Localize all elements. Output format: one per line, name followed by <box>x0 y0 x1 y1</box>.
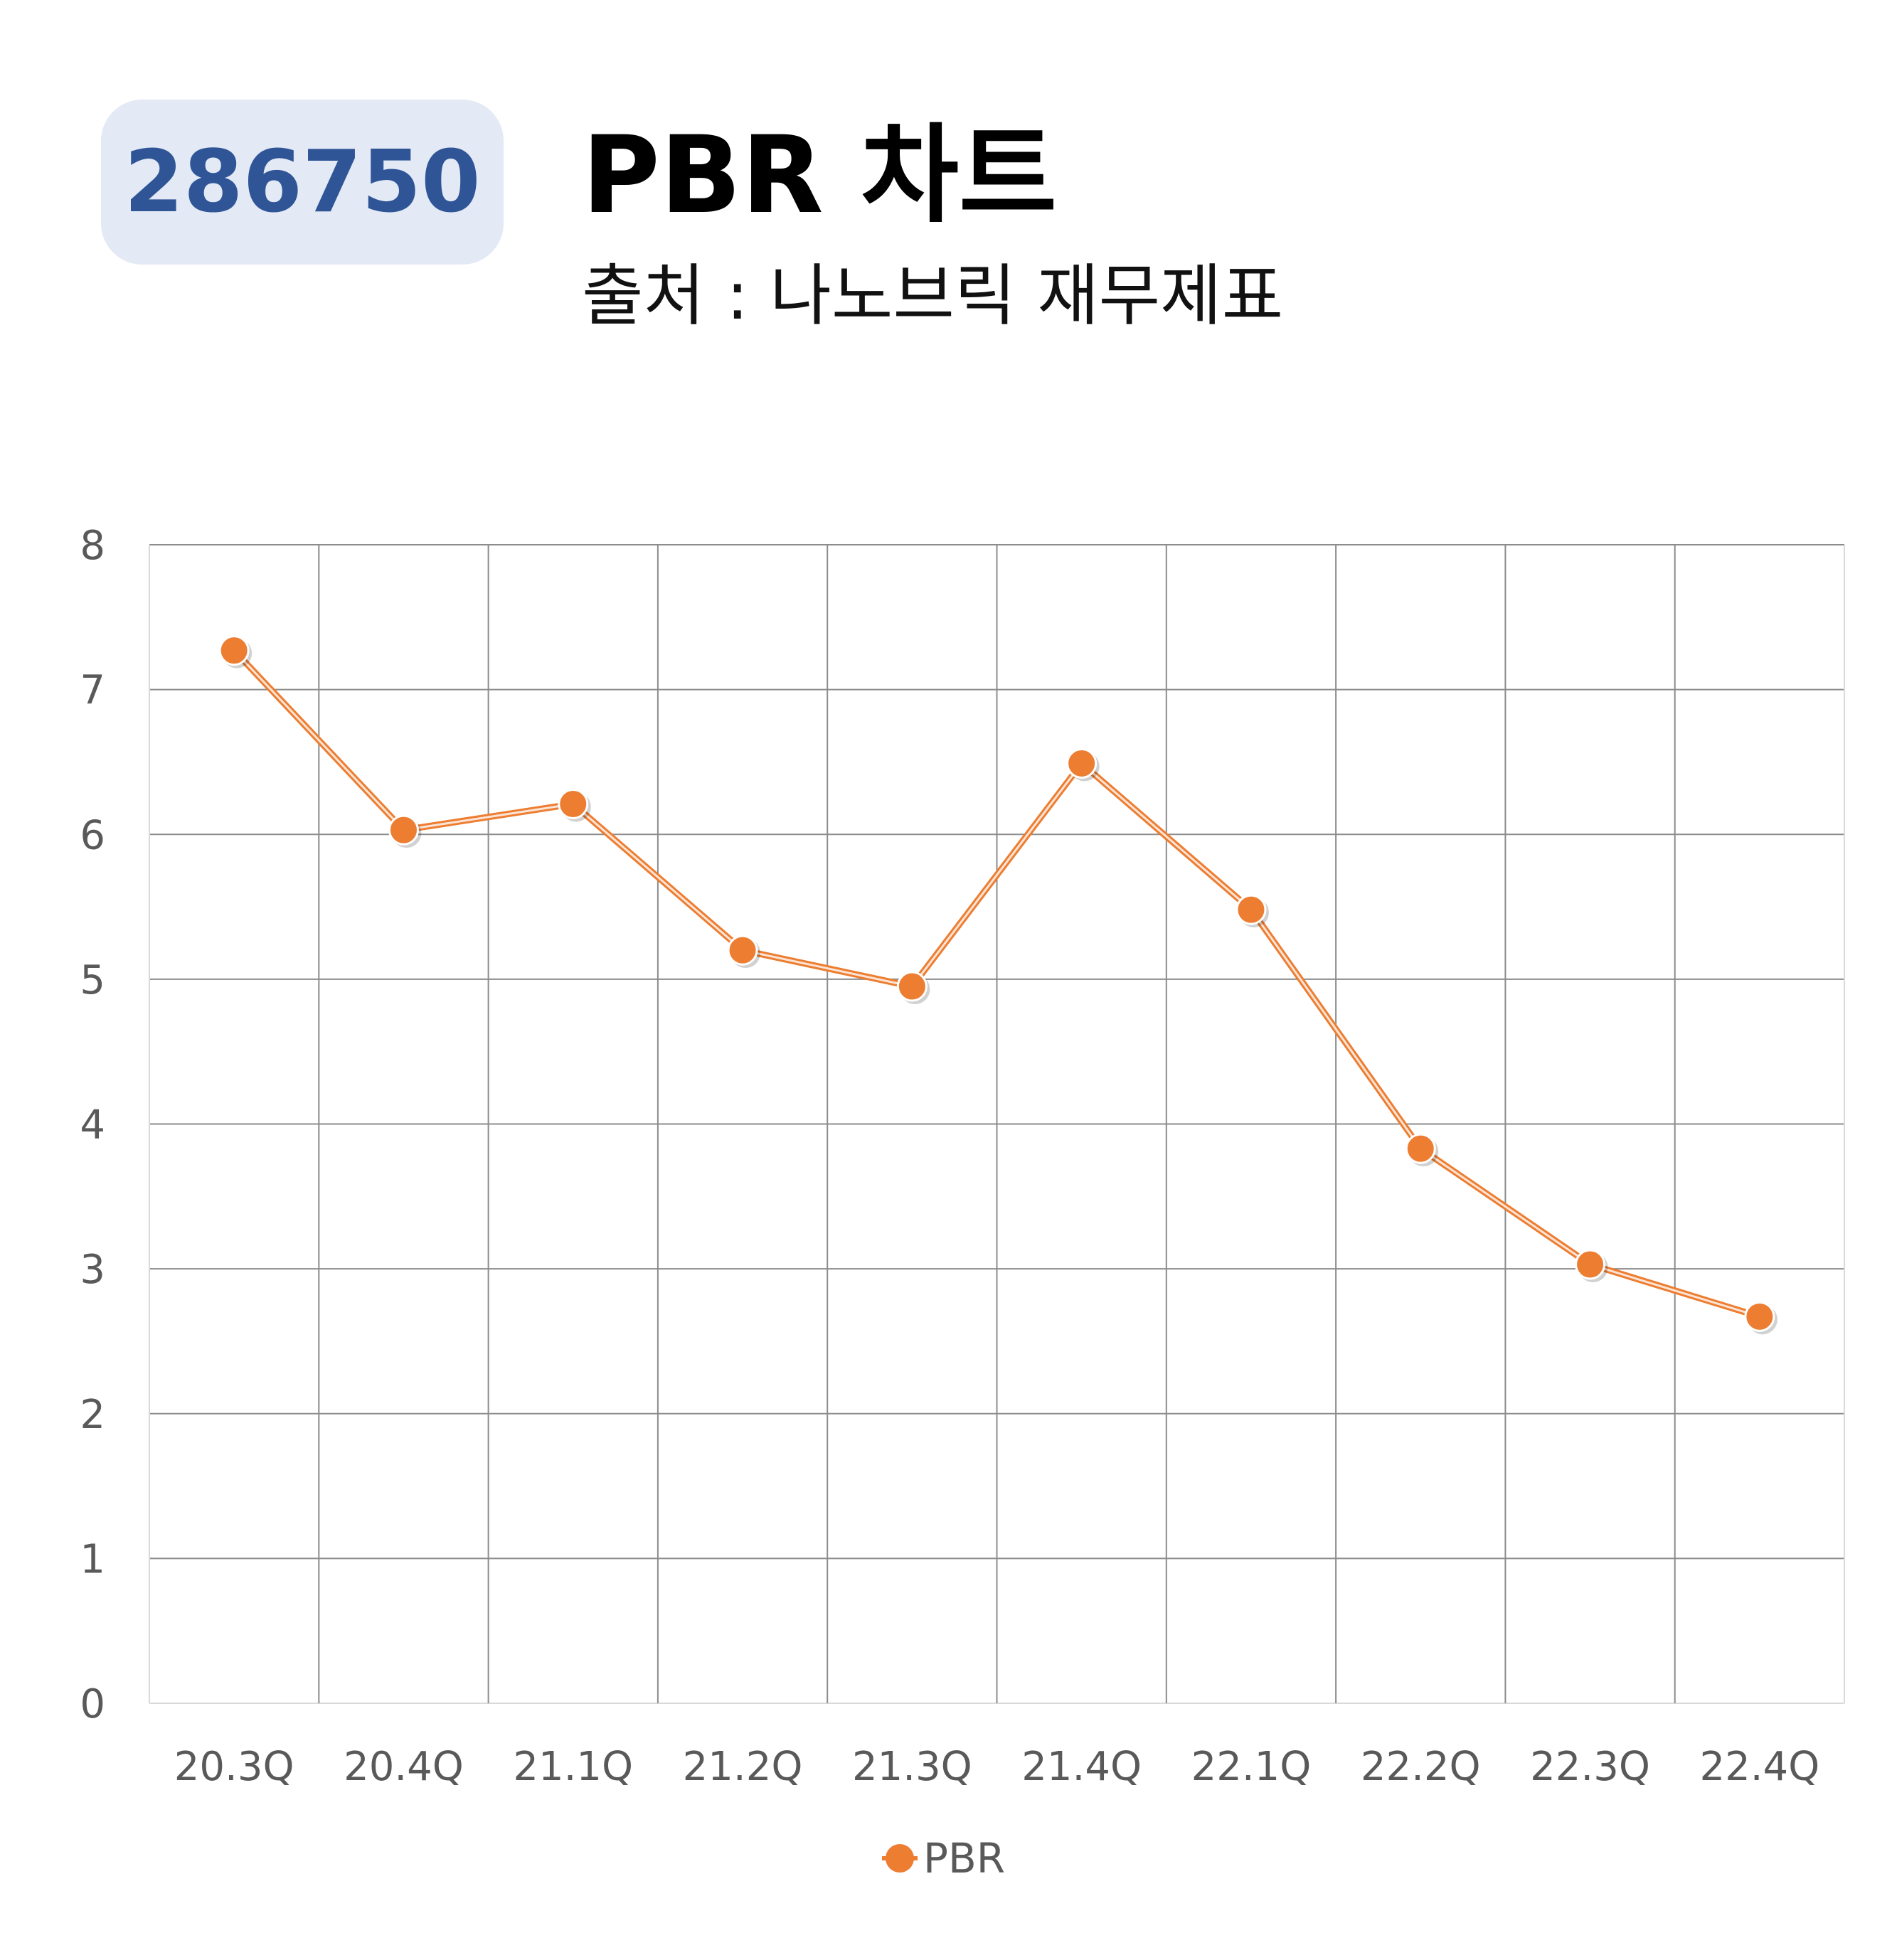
y-axis-ticks: 0 1 2 3 4 5 6 7 8 <box>80 523 105 1727</box>
data-point[interactable] <box>1744 1301 1775 1332</box>
data-point[interactable] <box>727 934 758 966</box>
data-point[interactable] <box>1236 894 1267 925</box>
chart-gridlines <box>149 544 1845 1704</box>
legend[interactable]: PBR <box>882 1834 1005 1882</box>
y-tick-label: 5 <box>80 957 105 1003</box>
y-tick-label: 6 <box>80 812 105 858</box>
x-tick-label: 21.1Q <box>513 1744 633 1790</box>
y-tick-label: 4 <box>80 1102 105 1149</box>
x-tick-label: 22.4Q <box>1699 1744 1819 1790</box>
source-subtitle: 출처 : 나노브릭 재무제표 <box>582 257 1284 335</box>
x-tick-label: 22.2Q <box>1361 1744 1481 1790</box>
x-tick-label: 21.2Q <box>683 1744 803 1790</box>
x-tick-label: 21.4Q <box>1021 1744 1142 1790</box>
y-tick-label: 2 <box>80 1392 105 1438</box>
y-tick-label: 3 <box>80 1247 105 1293</box>
x-tick-label: 20.4Q <box>344 1744 464 1790</box>
y-tick-label: 0 <box>80 1681 105 1727</box>
stock-code-badge: 286750 <box>101 100 504 265</box>
data-point[interactable] <box>1405 1133 1436 1164</box>
data-point[interactable] <box>388 814 419 846</box>
data-point[interactable] <box>1575 1249 1606 1280</box>
y-tick-label: 7 <box>80 668 105 714</box>
series-pbr <box>218 635 1778 1335</box>
data-point[interactable] <box>558 788 589 819</box>
series-line-inner <box>233 649 1760 1318</box>
data-point[interactable] <box>896 971 928 1002</box>
x-axis-ticks: 20.3Q 20.4Q 21.1Q 21.2Q 21.3Q 21.4Q 22.1Q 22.2Q… <box>174 1744 1819 1790</box>
data-point[interactable] <box>218 635 250 666</box>
x-tick-label: 21.3Q <box>852 1744 972 1790</box>
legend-label-pbr: PBR <box>923 1834 1005 1882</box>
legend-marker-icon <box>886 1844 914 1873</box>
x-tick-label: 20.3Q <box>174 1744 294 1790</box>
y-tick-label: 8 <box>80 523 105 569</box>
x-tick-label: 22.3Q <box>1530 1744 1650 1790</box>
page-title: PBR 차트 <box>582 114 1057 238</box>
y-tick-label: 1 <box>80 1536 105 1582</box>
x-tick-label: 22.1Q <box>1191 1744 1312 1790</box>
data-point[interactable] <box>1066 747 1098 779</box>
